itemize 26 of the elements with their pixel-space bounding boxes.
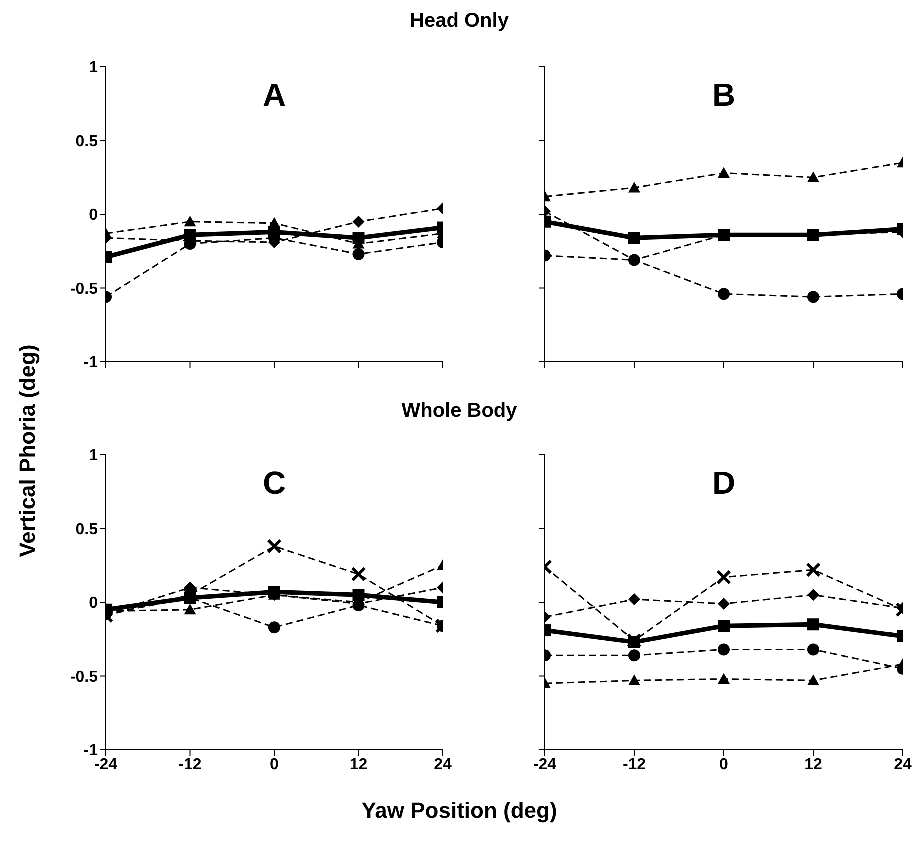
x-tick-label: -12 — [178, 756, 202, 774]
x-tick-label: 24 — [894, 756, 912, 774]
y-tick-label: 0.5 — [76, 521, 98, 538]
x-axis-title: Yaw Position (deg) — [360, 798, 558, 824]
y-tick-label: -0.5 — [70, 668, 98, 686]
chart-title: Whole Body — [402, 400, 518, 422]
chart-title: Head Only — [409, 10, 510, 33]
annotation: D — [711, 465, 737, 502]
y-tick-label: 1 — [89, 448, 98, 465]
y-tick-label: 0 — [89, 595, 98, 612]
x-tick-label: 0 — [270, 756, 280, 774]
x-tick-label: 12 — [804, 756, 822, 774]
x-tick-label: -24 — [533, 756, 557, 774]
y-tick-label: 0.5 — [76, 133, 98, 150]
x-tick-label: 12 — [350, 756, 368, 774]
x-tick-label: -12 — [622, 756, 646, 774]
annotation: B — [711, 77, 737, 114]
y-tick-label: 0 — [89, 207, 98, 224]
y-tick-label: -0.5 — [70, 280, 98, 298]
annotation: C — [262, 465, 288, 502]
y-tick-label: -1 — [84, 354, 98, 372]
y-axis-title: Vertical Phoria (deg) — [15, 344, 41, 560]
y-tick-label: 1 — [89, 60, 98, 77]
x-tick-label: 0 — [720, 756, 729, 774]
annotation: A — [262, 77, 288, 114]
x-tick-label: 24 — [434, 756, 452, 774]
